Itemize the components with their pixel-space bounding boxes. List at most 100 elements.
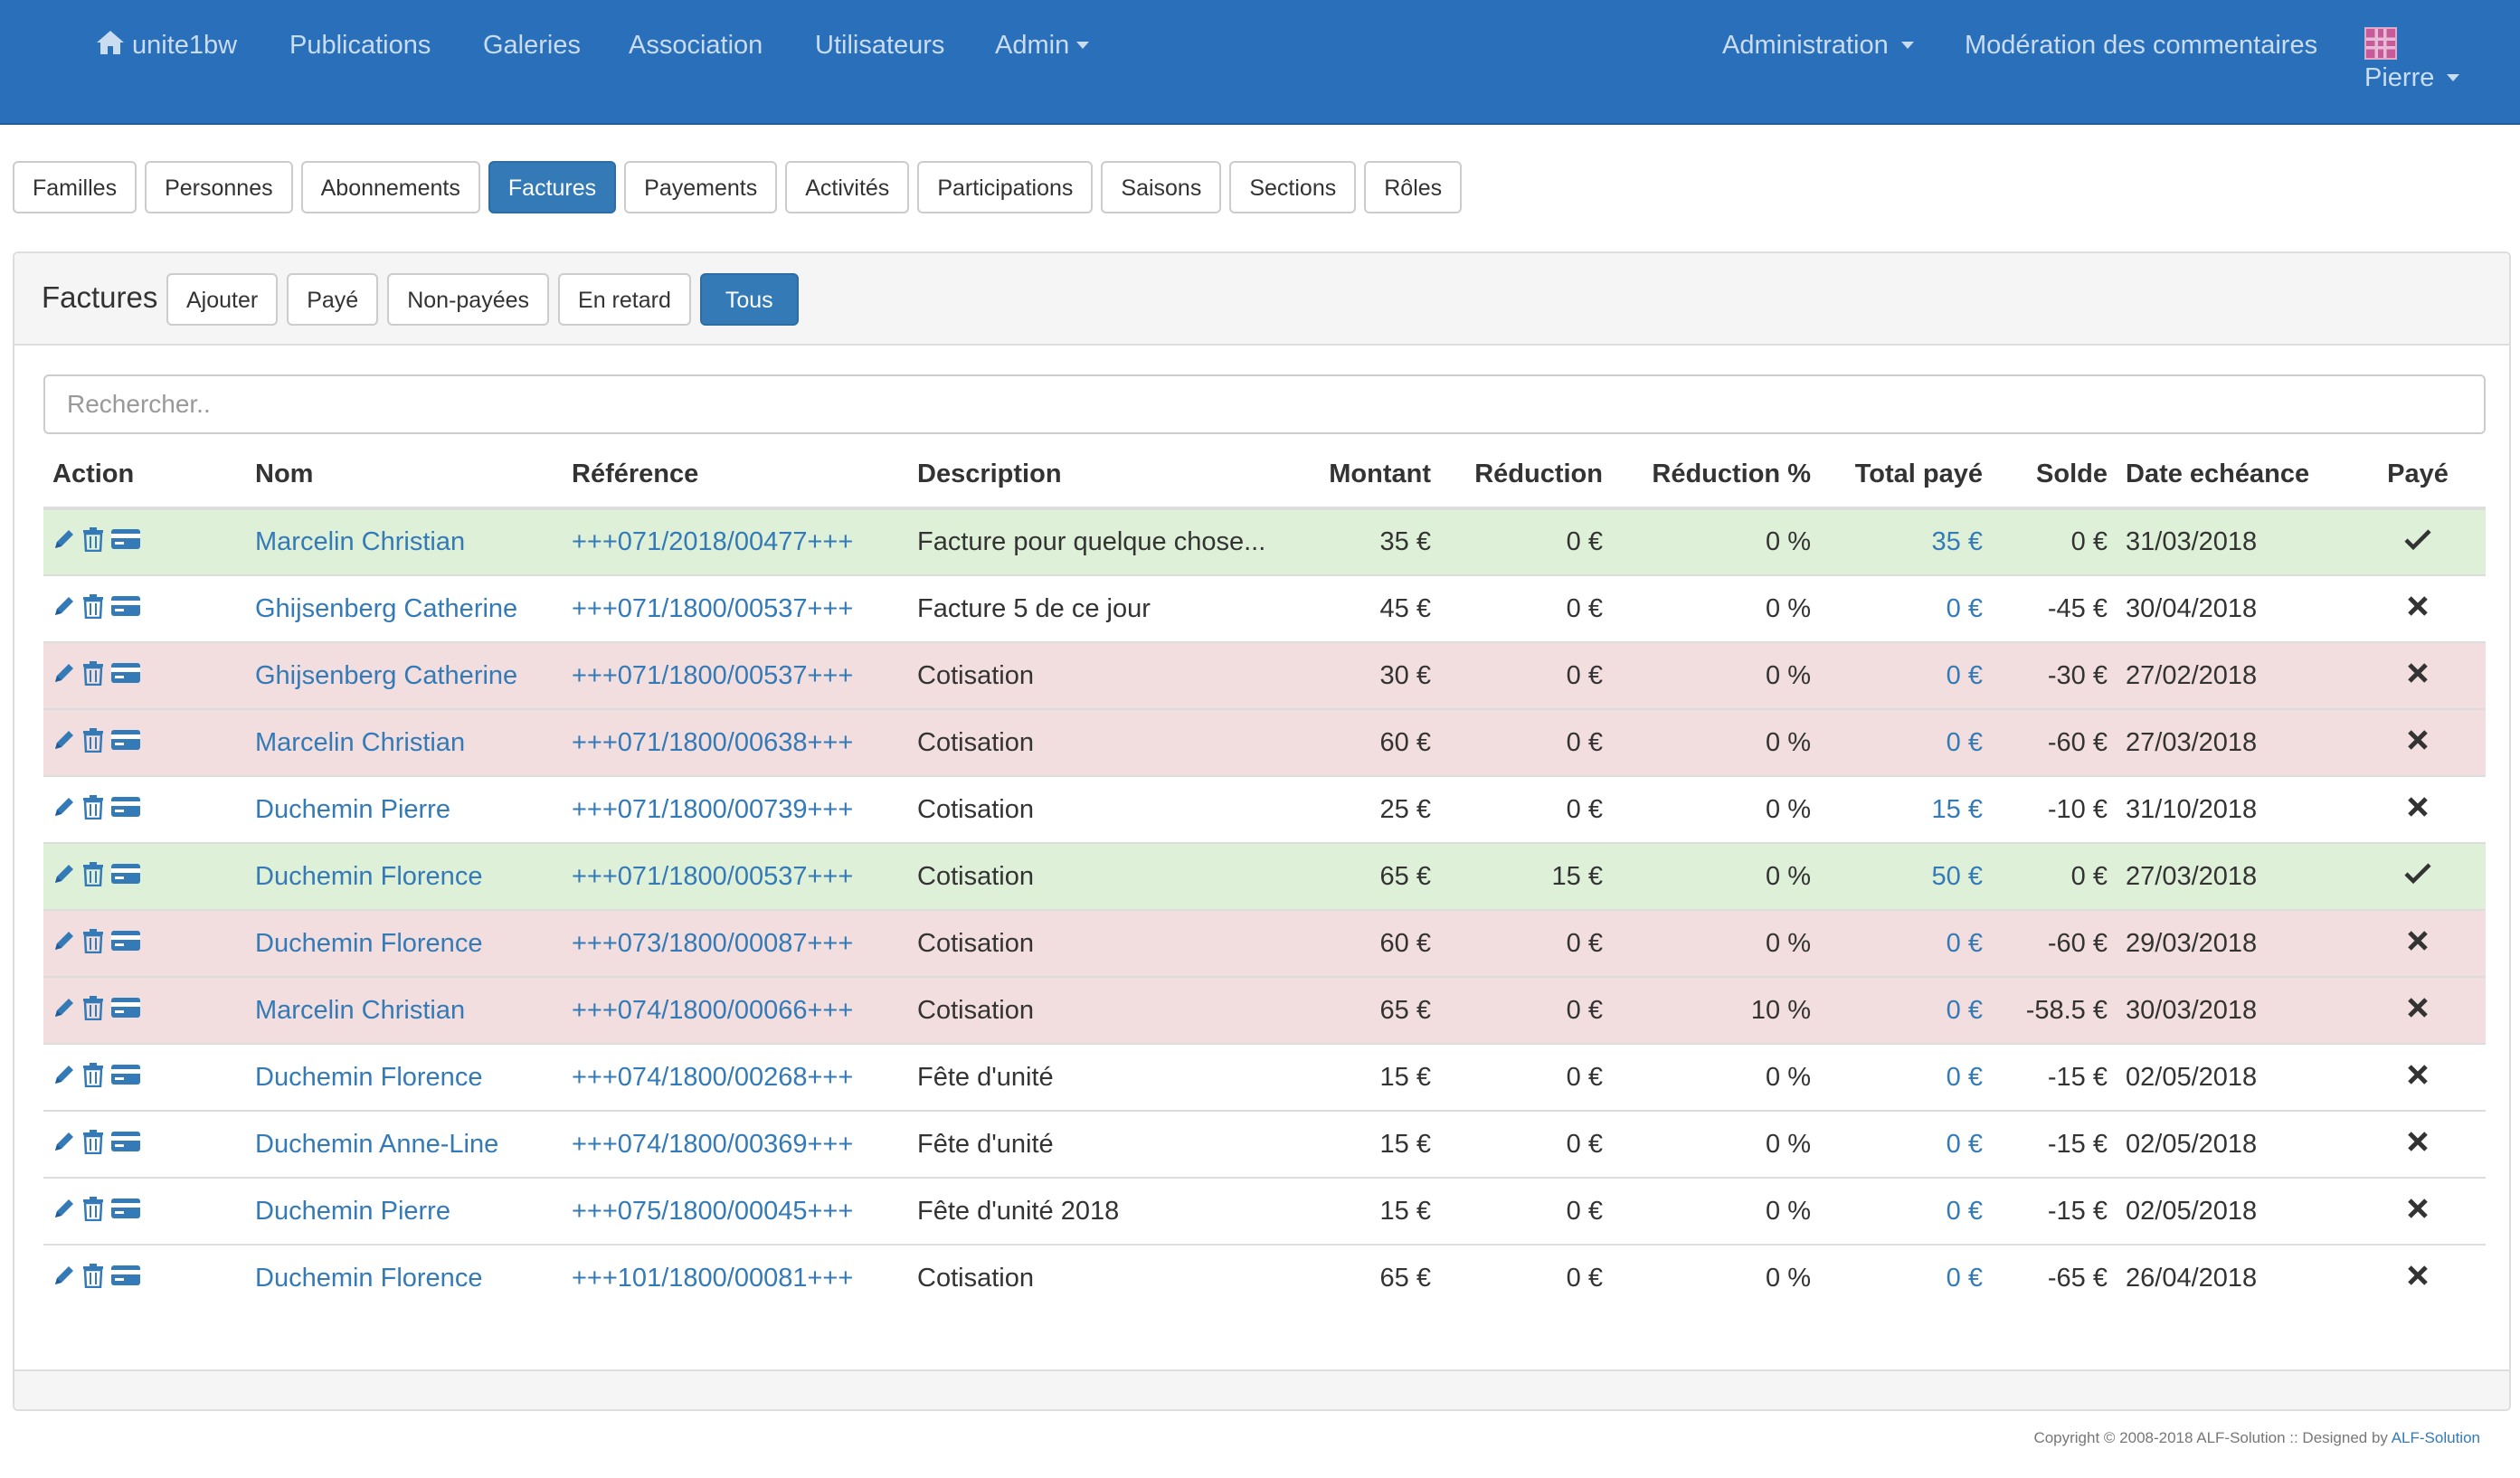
credit-card-icon[interactable] <box>110 1130 141 1153</box>
row-total-paye-link[interactable]: 35 € <box>1931 527 1983 556</box>
pencil-icon[interactable] <box>52 795 76 819</box>
trash-icon[interactable] <box>81 727 105 753</box>
row-total-paye-link[interactable]: 0 € <box>1946 928 1983 958</box>
trash-icon[interactable] <box>81 1129 105 1154</box>
nav-publications[interactable]: Publications <box>289 31 431 60</box>
brand-link[interactable]: unite1bw <box>96 27 237 63</box>
credit-card-icon[interactable] <box>110 1063 141 1086</box>
pencil-icon[interactable] <box>52 527 76 551</box>
row-nom-link[interactable]: Duchemin Pierre <box>255 1196 450 1226</box>
row-nom-link[interactable]: Duchemin Florence <box>255 928 483 958</box>
row-nom-link[interactable]: Duchemin Florence <box>255 1264 483 1293</box>
row-total-paye-link[interactable]: 0 € <box>1946 1129 1983 1159</box>
col-description[interactable]: Description <box>908 441 1295 510</box>
row-total-paye-link[interactable]: 0 € <box>1946 995 1983 1025</box>
col-reduction-pct[interactable]: Réduction % <box>1612 441 1820 510</box>
filter-unpaid[interactable]: Non-payées <box>387 273 550 326</box>
row-nom-link[interactable]: Marcelin Christian <box>255 995 466 1025</box>
tab-payements[interactable]: Payements <box>624 161 778 213</box>
pencil-icon[interactable] <box>52 929 76 952</box>
row-total-paye-link[interactable]: 15 € <box>1931 794 1983 824</box>
row-reference-link[interactable]: +++071/1800/00638+++ <box>572 727 854 757</box>
row-total-paye-link[interactable]: 50 € <box>1931 861 1983 891</box>
row-reference-link[interactable]: +++101/1800/00081+++ <box>572 1264 854 1293</box>
tab-personnes[interactable]: Personnes <box>145 161 293 213</box>
row-nom-link[interactable]: Duchemin Pierre <box>255 794 450 824</box>
row-nom-link[interactable]: Marcelin Christian <box>255 727 466 757</box>
col-solde[interactable]: Solde <box>1992 441 2117 510</box>
trash-icon[interactable] <box>81 1263 105 1288</box>
pencil-icon[interactable] <box>52 728 76 752</box>
pencil-icon[interactable] <box>52 1197 76 1220</box>
credit-card-icon[interactable] <box>110 661 141 685</box>
filter-all[interactable]: Tous <box>699 273 799 326</box>
credit-card-icon[interactable] <box>110 527 141 551</box>
row-reference-link[interactable]: +++071/1800/00537+++ <box>572 861 854 891</box>
row-nom-link[interactable]: Duchemin Florence <box>255 1062 483 1092</box>
tab-sections[interactable]: Sections <box>1229 161 1357 213</box>
trash-icon[interactable] <box>81 1062 105 1087</box>
user-avatar[interactable] <box>2364 27 2397 60</box>
trash-icon[interactable] <box>81 593 105 619</box>
row-total-paye-link[interactable]: 0 € <box>1946 727 1983 757</box>
row-nom-link[interactable]: Marcelin Christian <box>255 527 466 556</box>
designer-link[interactable]: ALF-Solution <box>2391 1429 2480 1446</box>
row-total-paye-link[interactable]: 0 € <box>1946 593 1983 623</box>
row-reference-link[interactable]: +++074/1800/00268+++ <box>572 1062 854 1092</box>
col-total-paye[interactable]: Total payé <box>1820 441 1992 510</box>
row-total-paye-link[interactable]: 0 € <box>1946 1196 1983 1226</box>
col-reduction[interactable]: Réduction <box>1440 441 1612 510</box>
nav-admin-dropdown[interactable]: Admin <box>995 27 1090 63</box>
row-reference-link[interactable]: +++074/1800/00369+++ <box>572 1129 854 1159</box>
row-reference-link[interactable]: +++075/1800/00045+++ <box>572 1196 854 1226</box>
trash-icon[interactable] <box>81 526 105 552</box>
credit-card-icon[interactable] <box>110 1264 141 1287</box>
trash-icon[interactable] <box>81 1196 105 1221</box>
nav-moderation[interactable]: Modération des commentaires <box>1965 31 2318 60</box>
tab-saisons[interactable]: Saisons <box>1101 161 1222 213</box>
row-reference-link[interactable]: +++074/1800/00066+++ <box>572 995 854 1025</box>
search-input[interactable] <box>43 374 2486 434</box>
filter-paid[interactable]: Payé <box>287 273 379 326</box>
col-paye[interactable]: Payé <box>2350 441 2486 510</box>
trash-icon[interactable] <box>81 995 105 1020</box>
nav-association[interactable]: Association <box>629 31 763 60</box>
row-nom-link[interactable]: Duchemin Florence <box>255 861 483 891</box>
credit-card-icon[interactable] <box>110 795 141 819</box>
col-reference[interactable]: Référence <box>563 441 908 510</box>
pencil-icon[interactable] <box>52 1264 76 1287</box>
row-reference-link[interactable]: +++071/1800/00739+++ <box>572 794 854 824</box>
trash-icon[interactable] <box>81 928 105 953</box>
credit-card-icon[interactable] <box>110 1197 141 1220</box>
pencil-icon[interactable] <box>52 594 76 618</box>
tab-factures[interactable]: Factures <box>488 161 617 213</box>
nav-utilisateurs[interactable]: Utilisateurs <box>815 31 945 60</box>
col-action[interactable]: Action <box>43 441 246 510</box>
credit-card-icon[interactable] <box>110 594 141 618</box>
row-reference-link[interactable]: +++071/1800/00537+++ <box>572 593 854 623</box>
row-reference-link[interactable]: +++073/1800/00087+++ <box>572 928 854 958</box>
nav-galeries[interactable]: Galeries <box>483 31 581 60</box>
row-nom-link[interactable]: Ghijsenberg Catherine <box>255 593 518 623</box>
row-total-paye-link[interactable]: 0 € <box>1946 1264 1983 1293</box>
trash-icon[interactable] <box>81 861 105 886</box>
credit-card-icon[interactable] <box>110 862 141 886</box>
row-nom-link[interactable]: Duchemin Anne-Line <box>255 1129 499 1159</box>
trash-icon[interactable] <box>81 794 105 820</box>
col-date[interactable]: Date echéance <box>2117 441 2350 510</box>
tab-roles[interactable]: Rôles <box>1364 161 1463 213</box>
tab-familles[interactable]: Familles <box>13 161 137 213</box>
pencil-icon[interactable] <box>52 1130 76 1153</box>
user-menu-dropdown[interactable]: Pierre <box>2364 60 2460 96</box>
nav-administration-dropdown[interactable]: Administration <box>1722 27 1914 63</box>
pencil-icon[interactable] <box>52 862 76 886</box>
col-montant[interactable]: Montant <box>1295 441 1440 510</box>
row-reference-link[interactable]: +++071/2018/00477+++ <box>572 527 854 556</box>
credit-card-icon[interactable] <box>110 728 141 752</box>
credit-card-icon[interactable] <box>110 996 141 1019</box>
col-nom[interactable]: Nom <box>246 441 563 510</box>
row-total-paye-link[interactable]: 0 € <box>1946 1062 1983 1092</box>
tab-participations[interactable]: Participations <box>917 161 1094 213</box>
row-nom-link[interactable]: Ghijsenberg Catherine <box>255 660 518 690</box>
row-reference-link[interactable]: +++071/1800/00537+++ <box>572 660 854 690</box>
